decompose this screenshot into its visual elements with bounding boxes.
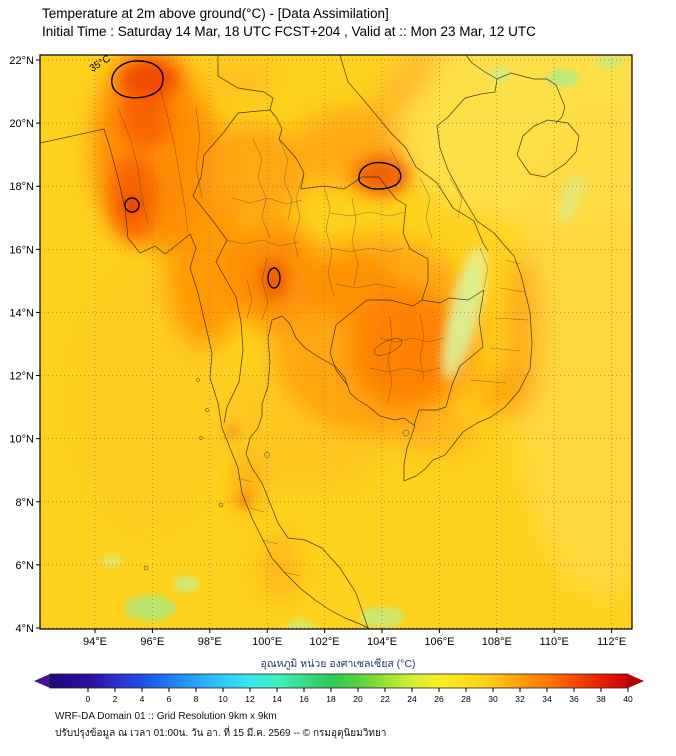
lat-tick-label: 12°N — [9, 371, 34, 383]
lat-tick-label: 6°N — [16, 560, 35, 572]
colorbar-tick-label: 8 — [194, 694, 199, 704]
map-frame — [39, 54, 633, 630]
colorbar-tick-label: 2 — [113, 694, 118, 704]
province-borders — [117, 87, 529, 577]
lon-tick-label: 100°E — [252, 636, 282, 648]
colorbar-tick-label: 24 — [407, 694, 417, 704]
colorbar-tick-label: 36 — [569, 694, 579, 704]
lon-tick-label: 106°E — [424, 636, 454, 648]
page-title: Temperature at 2m above ground(°C) - [Da… — [42, 6, 389, 21]
lon-tick-label: 98°E — [198, 636, 222, 648]
axis-ticks — [36, 59, 613, 633]
lon-tick-label: 102°E — [310, 636, 340, 648]
lon-tick-label: 94°E — [83, 636, 107, 648]
hainan-island — [516, 119, 580, 178]
page-subtitle: Initial Time : Saturday 14 Mar, 18 UTC F… — [42, 24, 536, 39]
colorbar: 0 2 4 6 8 10 12 14 16 18 20 22 24 26 28 30 32 34 36 38 40 — [34, 673, 644, 704]
colorbar-tick-label: 4 — [140, 694, 145, 704]
colorbar-left-arrow — [34, 674, 50, 688]
lon-tick-label: 112°E — [597, 636, 626, 648]
colorbar-label: อุณหภูมิ หน่วย องศาเซลเซียส (°C) — [260, 658, 416, 670]
lon-tick-label: 108°E — [482, 636, 512, 648]
colorbar-tick-label: 26 — [434, 694, 444, 704]
coastline-gulf-vietnam — [245, 78, 533, 629]
border-mekong-north — [217, 55, 429, 301]
lon-tick-label: 104°E — [367, 636, 397, 648]
border-thailand-cambodia — [329, 299, 423, 387]
colorbar-tick-label: 10 — [218, 694, 228, 704]
colorbar-tick-label: 38 — [596, 694, 606, 704]
lat-tick-label: 14°N — [9, 307, 34, 319]
border-laos-cambodia — [421, 289, 485, 304]
lat-tick-label: 20°N — [9, 118, 34, 130]
lon-tick-label: 110°E — [540, 636, 569, 648]
colorbar-tick-label: 20 — [353, 694, 363, 704]
coastline-china — [496, 72, 566, 124]
lon-tick-label: 96°E — [140, 636, 164, 648]
colorbar-ticks: 0 2 4 6 8 10 12 14 16 18 20 22 24 26 28 30 32 34 36 38 40 — [86, 688, 633, 704]
colorbar-tick-label: 34 — [542, 694, 552, 704]
border-vietnam-china — [465, 55, 498, 80]
colorbar-tick-label: 18 — [326, 694, 336, 704]
country-borders — [40, 55, 580, 629]
colorbar-tick-label: 30 — [488, 694, 498, 704]
lat-tick-label: 18°N — [9, 181, 34, 193]
colorbar-right-arrow — [628, 674, 644, 688]
colorbar-tick-label: 0 — [86, 694, 91, 704]
temperature-map: 35°C 94°E 96°E 98°E 100°E 102°E 104°E 106°E 108… — [9, 54, 633, 648]
colorbar-bar — [49, 673, 629, 689]
colorbar-tick-label: 12 — [245, 694, 255, 704]
colorbar-tick-label: 32 — [515, 694, 525, 704]
colorbar-tick-label: 14 — [272, 694, 282, 704]
temperature-field: 35°C — [40, 55, 632, 629]
lat-tick-label: 4°N — [16, 623, 35, 635]
border-laos-vietnam — [339, 55, 489, 252]
lakes-islands — [143, 338, 410, 571]
border-myanmar-thailand — [192, 109, 271, 424]
colorbar-tick-label: 28 — [461, 694, 471, 704]
coastline-west — [40, 128, 371, 629]
colorbar-tick-label: 16 — [299, 694, 309, 704]
border-cambodia-vietnam — [413, 289, 485, 427]
footer-update-info: ปรับปรุงข้อมูล ณ เวลา 01:00น. วัน อา. ที… — [55, 728, 387, 739]
lat-tick-label: 16°N — [9, 244, 34, 256]
colorbar-tick-label: 22 — [380, 694, 390, 704]
axis-labels: 94°E 96°E 98°E 100°E 102°E 104°E 106°E 108°E 110… — [9, 55, 626, 648]
footer-domain-info: WRF-DA Domain 01 :: Grid Resolution 9km … — [55, 711, 277, 722]
lat-tick-label: 10°N — [9, 434, 34, 446]
lat-tick-label: 22°N — [9, 55, 34, 67]
lat-tick-label: 8°N — [16, 497, 35, 509]
colorbar-tick-label: 6 — [167, 694, 172, 704]
colorbar-tick-label: 40 — [623, 694, 633, 704]
